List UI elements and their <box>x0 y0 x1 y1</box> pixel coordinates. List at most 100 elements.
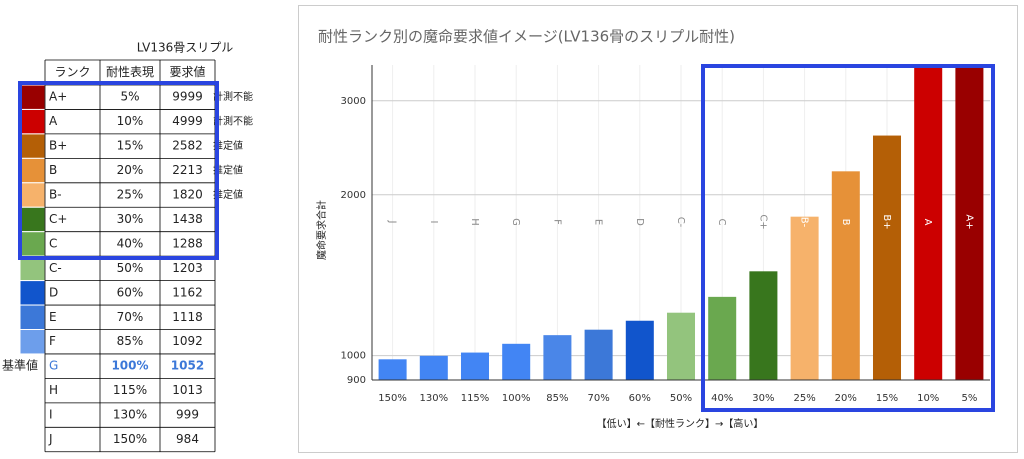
swatch <box>19 280 46 306</box>
table-cell: 1052 <box>171 359 204 373</box>
highlight-box <box>701 64 995 412</box>
bar-label: C <box>716 219 727 226</box>
bar <box>749 271 778 380</box>
table-cell: 10% <box>117 114 144 128</box>
table-cell: C- <box>49 261 62 275</box>
table-cell: 40% <box>117 236 144 250</box>
bar-label: A <box>922 219 933 226</box>
note: 推定値 <box>213 164 243 177</box>
bar <box>708 296 737 380</box>
bar <box>790 216 819 380</box>
table-cell: 25% <box>117 188 144 202</box>
table-cell: D <box>49 285 58 299</box>
swatch <box>19 157 46 184</box>
header-cell: 耐性表現 <box>106 65 154 79</box>
table-cell: I <box>49 408 53 422</box>
y-tick-label: 2000 <box>341 190 366 201</box>
table-cell: 4999 <box>172 114 203 128</box>
table-cell: 60% <box>117 285 144 299</box>
bar <box>831 171 860 380</box>
bar <box>502 343 531 380</box>
bar <box>666 312 696 380</box>
table-cell: 1438 <box>172 212 203 226</box>
x-tick-label: 130% <box>420 393 449 404</box>
bar-label: F <box>551 219 562 225</box>
table-cell: A <box>49 114 58 128</box>
x-axis-label: 【低い】←【耐性ランク】→【高い】 <box>597 417 764 430</box>
y-tick-label: 900 <box>347 375 366 386</box>
chart-frame <box>298 5 1018 453</box>
table-cell: 30% <box>117 212 144 226</box>
note: 計測不能 <box>213 90 253 103</box>
table-cell: 115% <box>113 383 147 397</box>
bar <box>584 329 613 380</box>
table-cell: B- <box>49 188 62 202</box>
y-tick-label: 1000 <box>341 351 366 362</box>
table-cell: B+ <box>49 139 67 153</box>
y-axis-label: 魔命要求合計 <box>315 200 328 260</box>
swatch <box>19 231 46 257</box>
x-tick-label: 15% <box>876 393 898 404</box>
bar <box>460 352 490 380</box>
table-cell: 15% <box>117 139 144 153</box>
bar <box>914 65 943 380</box>
swatch <box>19 84 46 110</box>
bar-label: A+ <box>963 214 974 229</box>
bar <box>872 135 902 380</box>
table-cell: 85% <box>117 334 144 348</box>
table-cell: 130% <box>113 408 147 422</box>
table-cell: A+ <box>49 90 67 104</box>
bars <box>378 65 984 380</box>
x-tick-label: 100% <box>502 393 531 404</box>
x-tick-label: 5% <box>961 393 977 404</box>
table-cell: 1162 <box>172 285 203 299</box>
x-tick-label: 115% <box>461 393 490 404</box>
x-tick-label: 10% <box>917 393 939 404</box>
swatch <box>19 133 46 159</box>
bar-label: B- <box>799 217 810 228</box>
note: 推定値 <box>213 188 243 201</box>
table-cell: 2582 <box>172 139 203 153</box>
swatch <box>19 304 46 330</box>
note: 推定値 <box>213 139 243 152</box>
header-cell: 要求値 <box>169 64 205 79</box>
table-cell: 5% <box>120 90 139 104</box>
table-cell: E <box>49 310 57 324</box>
table-cell: 2213 <box>172 163 203 177</box>
table-cell: 1288 <box>172 236 203 250</box>
table-cell: G <box>49 359 58 373</box>
table-cell: F <box>49 334 56 348</box>
x-tick-label: 30% <box>752 393 774 404</box>
bar <box>955 65 984 380</box>
x-tick-label: 70% <box>587 393 609 404</box>
table-cell: 1013 <box>172 383 203 397</box>
table-cell: 1820 <box>172 188 203 202</box>
table-cell: 1092 <box>172 334 203 348</box>
header-cell: ランク <box>54 65 90 79</box>
bar-label: H <box>469 218 480 226</box>
swatch <box>19 108 46 135</box>
x-tick-label: 85% <box>546 393 568 404</box>
swatch <box>19 329 46 355</box>
x-tick-label: 40% <box>711 393 733 404</box>
swatch <box>19 206 46 233</box>
table-cell: 984 <box>176 432 199 446</box>
table-cell: 999 <box>176 408 199 422</box>
table-cell: B <box>49 163 57 177</box>
table-cell: J <box>48 432 53 446</box>
swatch <box>19 182 46 208</box>
bar <box>625 320 654 380</box>
bar-label: B+ <box>881 214 892 229</box>
table-cell: 150% <box>113 432 147 446</box>
x-tick-label: 150% <box>378 393 407 404</box>
x-tick-label: 50% <box>670 393 692 404</box>
x-tick-label: 25% <box>793 393 815 404</box>
table-cell: C <box>49 236 57 250</box>
x-tick-label: 20% <box>835 393 857 404</box>
bar <box>378 359 407 380</box>
bar-label: G <box>510 218 521 226</box>
table-cell: 1118 <box>172 310 203 324</box>
table-cell: 20% <box>117 163 144 177</box>
table-cell: 100% <box>111 359 148 373</box>
